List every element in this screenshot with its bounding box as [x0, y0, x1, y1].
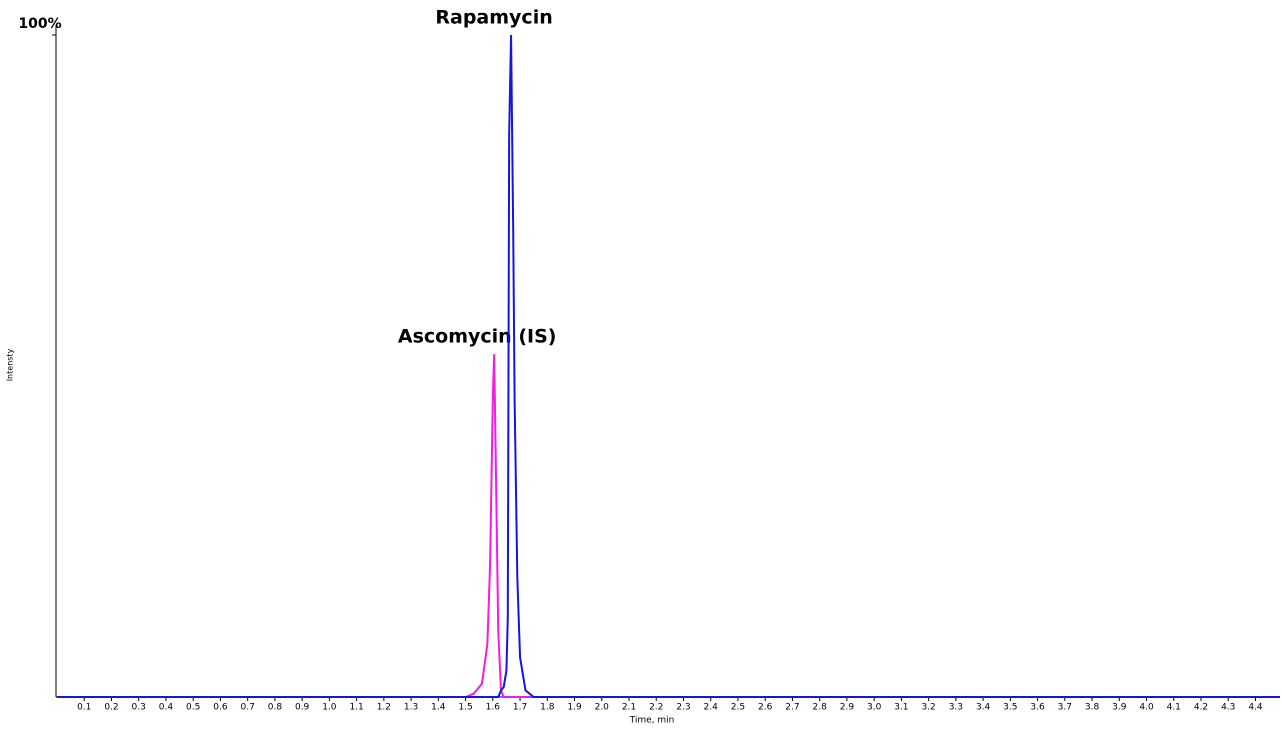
x-tick-label: 2.9: [840, 703, 855, 713]
series-line: [57, 354, 1280, 698]
x-tick-label: 2.5: [731, 703, 745, 713]
x-tick-label: 2.1: [622, 703, 636, 713]
x-tick-label: 2.8: [813, 703, 828, 713]
x-tick-label: 1.0: [322, 703, 337, 713]
x-tick-label: 3.6: [1030, 703, 1045, 713]
x-tick-label: 3.8: [1085, 703, 1100, 713]
x-tick-label: 4.4: [1248, 703, 1263, 713]
x-tick-label: 1.1: [349, 703, 363, 713]
x-tick-label: 3.4: [976, 703, 991, 713]
peak-label: Rapamycin: [435, 7, 552, 29]
x-tick-label: 0.1: [77, 703, 91, 713]
x-tick-label: 2.0: [595, 703, 610, 713]
y-axis-label: Intensty: [6, 348, 15, 381]
series-line: [57, 34, 1280, 698]
x-tick-label: 1.3: [404, 703, 418, 713]
x-tick-label: 0.7: [241, 703, 255, 713]
x-tick-label: 1.4: [431, 703, 446, 713]
x-tick-label: 0.2: [104, 703, 118, 713]
x-tick-label: 2.2: [649, 703, 663, 713]
x-tick-label: 3.0: [867, 703, 882, 713]
x-tick-label: 1.6: [486, 703, 501, 713]
x-tick-label: 2.3: [676, 703, 690, 713]
x-tick-label: 0.6: [213, 703, 228, 713]
peak-label: Ascomycin (IS): [398, 326, 557, 348]
x-tick-label: 0.5: [186, 703, 200, 713]
x-tick-label: 3.9: [1112, 703, 1127, 713]
x-tick-label: 0.9: [295, 703, 310, 713]
x-tick-label: 4.0: [1139, 703, 1154, 713]
x-tick-label: 3.1: [894, 703, 908, 713]
x-tick-label: 1.9: [567, 703, 582, 713]
x-tick-label: 2.4: [704, 703, 719, 713]
x-tick-label: 2.6: [758, 703, 773, 713]
x-axis-label: Time, min: [629, 716, 675, 726]
x-tick-label: 3.7: [1058, 703, 1072, 713]
x-tick-label: 4.2: [1194, 703, 1208, 713]
x-tick-label: 3.5: [1003, 703, 1017, 713]
x-tick-label: 0.4: [159, 703, 174, 713]
x-tick-label: 4.3: [1221, 703, 1235, 713]
x-tick-label: 1.8: [540, 703, 555, 713]
x-tick-label: 1.2: [377, 703, 391, 713]
x-tick-label: 3.3: [949, 703, 963, 713]
x-tick-label: 2.7: [785, 703, 799, 713]
x-tick-label: 0.3: [132, 703, 146, 713]
x-tick-label: 4.1: [1167, 703, 1181, 713]
x-tick-label: 0.8: [268, 703, 283, 713]
y-tick-label: 100%: [18, 16, 61, 32]
x-tick-label: 1.7: [513, 703, 527, 713]
x-tick-label: 1.5: [458, 703, 472, 713]
x-tick-label: 3.2: [921, 703, 935, 713]
